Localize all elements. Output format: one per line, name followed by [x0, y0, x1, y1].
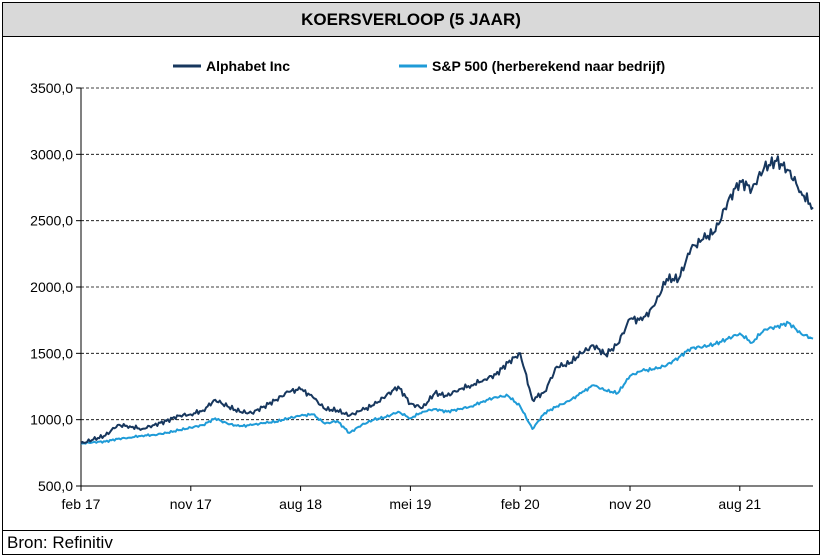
series-line-alphabet — [80, 155, 814, 445]
y-tick-label: 3500,0 — [30, 80, 73, 96]
legend-item-alphabet-label: Alphabet Inc — [206, 58, 290, 74]
y-axis-ticks: 500,0 1000,0 1500,0 2000,0 2500,0 3000,0 3500,… — [30, 80, 81, 494]
y-tick-label: 1000,0 — [30, 412, 73, 428]
legend-item-sp500-label: S&P 500 (herberekend naar bedrijf) — [432, 58, 665, 74]
x-axis-ticks: feb 17 nov 17 aug 18 mei 19 feb 20 nov 20 aug … — [62, 486, 761, 512]
y-tick-label: 2000,0 — [30, 279, 73, 295]
source-note: Bron: Refinitiv — [3, 530, 819, 554]
legend: Alphabet Inc S&P 500 (herberekend naar be… — [173, 58, 665, 74]
x-tick-label: feb 17 — [62, 496, 101, 512]
grid-lines — [81, 87, 813, 421]
chart-title: KOERSVERLOOP (5 JAAR) — [3, 3, 819, 37]
x-tick-label: aug 18 — [279, 496, 322, 512]
y-tick-label: 1500,0 — [30, 345, 73, 361]
series-line-sp500 — [81, 320, 814, 445]
y-tick-label: 2500,0 — [30, 213, 73, 229]
x-tick-label: nov 17 — [170, 496, 212, 512]
x-tick-label: feb 20 — [501, 496, 540, 512]
series-lines — [80, 155, 814, 445]
y-tick-label: 500,0 — [38, 478, 73, 494]
x-tick-label: aug 21 — [718, 496, 761, 512]
line-chart: 500,0 1000,0 1500,0 2000,0 2500,0 3000,0 3500,… — [30, 58, 814, 512]
x-tick-label: nov 20 — [609, 496, 651, 512]
y-tick-label: 3000,0 — [30, 146, 73, 162]
x-tick-label: mei 19 — [389, 496, 431, 512]
